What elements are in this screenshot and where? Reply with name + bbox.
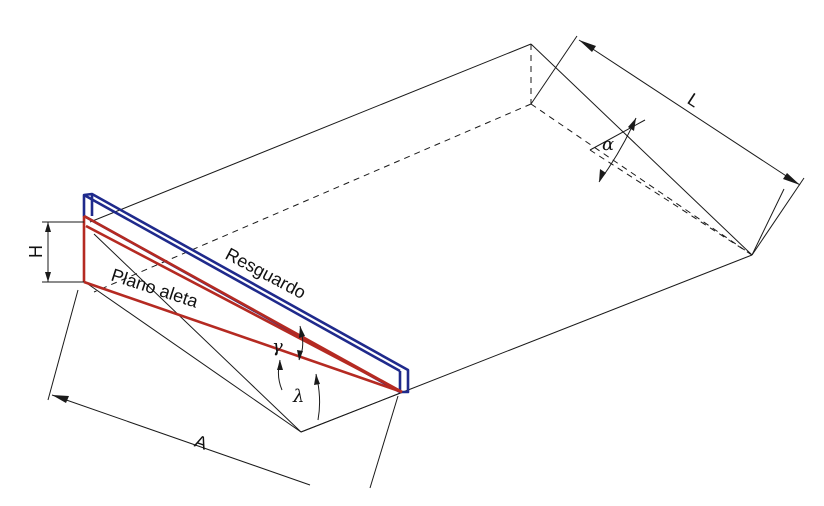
hidden-right-bottom [530,103,753,256]
gamma-arrow-bottom [297,350,303,360]
L-dimension-line [578,39,801,186]
A-dimension-line [51,394,311,486]
hidden-mid-line [589,149,753,256]
right-front-edge [402,254,753,393]
dimension-A: A [47,289,399,489]
resguardo-outline [82,192,410,394]
label-plano-aleta: Plano aleta [109,265,202,312]
label-H: H [26,245,46,258]
resguardo-plate [82,192,410,394]
A-extension-right [369,395,399,489]
L-arrow-end [783,173,800,185]
dimension-L: L [530,35,805,256]
angle-alpha: α [589,117,646,183]
gamma-arrow-top [299,326,305,338]
aleta-upper-inner [85,224,403,394]
lambda-arrow-right [314,374,320,385]
label-gamma: γ [272,336,283,357]
label-lambda: λ [292,386,304,407]
A-extension-left [47,289,79,401]
angle-gamma: γ [272,325,305,361]
dimension-H: H [26,221,84,283]
angle-lambda: λ [277,359,321,421]
L-extension-bottom [751,177,805,256]
channel-outline [84,43,785,433]
label-L: L [684,89,703,111]
aleta-bottom-edge [83,280,403,394]
top-right-edge [530,43,753,256]
H-arrow-top [45,222,51,232]
inner-slope-line [93,233,302,433]
alpha-ref-line [589,119,646,151]
lambda-arrow-left [277,360,283,370]
L-extension-top [530,35,578,105]
resguardo-top-edge [83,193,401,373]
aleta-top-edge [83,214,403,394]
slope-edge [84,281,302,433]
L-arrow-start [579,40,596,52]
plano-aleta [82,214,403,394]
label-A: A [192,431,210,454]
alpha-arrow-top [628,118,636,131]
bottom-center-line [300,391,404,433]
alpha-arrow-bottom [599,169,606,182]
top-back-edge [89,43,532,223]
front-right-vertical [751,188,785,256]
label-alpha: α [602,134,614,155]
A-arrow-left [52,395,69,403]
H-arrow-bottom [45,272,51,282]
